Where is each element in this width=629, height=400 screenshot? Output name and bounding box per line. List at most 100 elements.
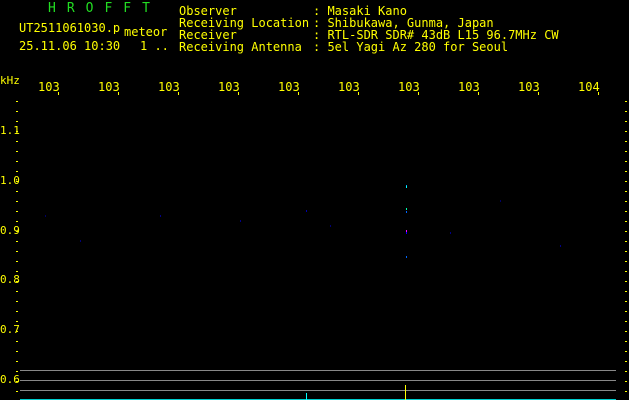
x-tick-label: 1040: [578, 80, 600, 94]
y-tick: [16, 191, 18, 192]
x-unit-label: kHz: [0, 74, 20, 87]
signal-point: [240, 220, 241, 222]
y-tick: [16, 351, 18, 352]
y-tick: [625, 311, 627, 312]
x-tick: [58, 92, 59, 95]
signal-point: [500, 200, 501, 202]
signal-point: [45, 215, 46, 217]
location-value: : Shibukawa, Gunma, Japan: [313, 16, 494, 30]
y-tick: [16, 331, 18, 332]
grid-line: [20, 390, 616, 391]
signal-point: [406, 256, 407, 258]
y-tick: [625, 261, 627, 262]
app-title: HROFFT: [48, 1, 161, 16]
antenna-label: Receiving Antenna: [179, 40, 302, 54]
x-tick: [178, 92, 179, 95]
y-tick: [625, 381, 627, 382]
grid-line: [20, 370, 616, 371]
y-tick: [16, 361, 18, 362]
x-tick: [538, 92, 539, 95]
y-tick: [625, 151, 627, 152]
y-tick: [16, 251, 18, 252]
x-tick: [358, 92, 359, 95]
x-tick-label: 1035: [278, 80, 300, 94]
observer-value: : Masaki Kano: [313, 4, 407, 18]
y-tick: [625, 341, 627, 342]
y-tick: [625, 351, 627, 352]
y-tick: [625, 111, 627, 112]
y-tick: [16, 241, 18, 242]
y-tick: [16, 231, 18, 232]
y-tick: [625, 141, 627, 142]
y-tick: [16, 311, 18, 312]
receiver-label: Receiver: [179, 28, 237, 42]
filename: UT2511061030.png: [19, 22, 120, 34]
y-tick: [625, 161, 627, 162]
x-tick-label: 1036: [338, 80, 360, 94]
antenna-value: : 5el Yagi Az 280 for Seoul: [313, 40, 509, 54]
y-tick: [16, 151, 18, 152]
y-tick: [16, 341, 18, 342]
y-tick: [625, 211, 627, 212]
y-tick: [625, 271, 627, 272]
y-tick: [625, 171, 627, 172]
y-tick-label: 0.9: [0, 223, 20, 237]
receiver-value: : RTL-SDR SDR# 43dB L15 96.7MHz CW: [313, 28, 559, 42]
y-tick: [625, 281, 627, 282]
mode-label: meteor: [124, 25, 168, 39]
counter: 1 ..: [140, 39, 169, 53]
y-tick-label: 0.8: [0, 273, 20, 287]
x-tick-label: 1037: [398, 80, 420, 94]
y-tick: [16, 281, 18, 282]
y-tick: [625, 181, 627, 182]
x-tick: [118, 92, 119, 95]
y-tick: [625, 231, 627, 232]
y-tick: [16, 141, 18, 142]
y-tick: [16, 291, 18, 292]
y-tick: [16, 111, 18, 112]
signal-point: [406, 230, 407, 232]
y-tick: [16, 371, 18, 372]
y-tick: [16, 161, 18, 162]
y-tick: [16, 171, 18, 172]
x-tick-label: 1038: [458, 80, 480, 94]
y-tick: [16, 271, 18, 272]
grid-line: [20, 380, 616, 381]
x-tick: [298, 92, 299, 95]
signal-point: [406, 186, 407, 188]
cursor-marker: [405, 385, 406, 400]
x-tick-label: 1033: [158, 80, 180, 94]
observer-label: Observer: [179, 4, 237, 18]
location-label: Receiving Location: [179, 16, 310, 30]
y-tick: [16, 211, 18, 212]
y-tick: [625, 361, 627, 362]
y-tick: [16, 221, 18, 222]
x-tick-label: 1034: [218, 80, 240, 94]
y-tick: [625, 291, 627, 292]
y-tick: [16, 101, 18, 102]
signal-point: [406, 208, 407, 210]
x-tick: [598, 92, 599, 95]
y-tick: [625, 251, 627, 252]
signal-point: [160, 215, 161, 217]
signal-point: [406, 211, 407, 213]
y-tick: [625, 201, 627, 202]
y-tick: [625, 321, 627, 322]
y-tick: [625, 221, 627, 222]
y-tick: [625, 391, 627, 392]
y-tick: [625, 371, 627, 372]
y-tick: [625, 191, 627, 192]
y-tick: [625, 301, 627, 302]
y-tick: [16, 201, 18, 202]
y-tick: [625, 101, 627, 102]
y-tick-label: 1.0: [0, 173, 20, 187]
signal-point: [406, 232, 407, 234]
y-tick: [16, 131, 18, 132]
y-tick: [625, 131, 627, 132]
x-tick: [418, 92, 419, 95]
signal-point: [306, 210, 307, 212]
datetime: 25.11.06 10:30: [19, 39, 121, 53]
y-tick: [16, 381, 18, 382]
signal-point: [560, 245, 561, 247]
y-tick: [625, 241, 627, 242]
